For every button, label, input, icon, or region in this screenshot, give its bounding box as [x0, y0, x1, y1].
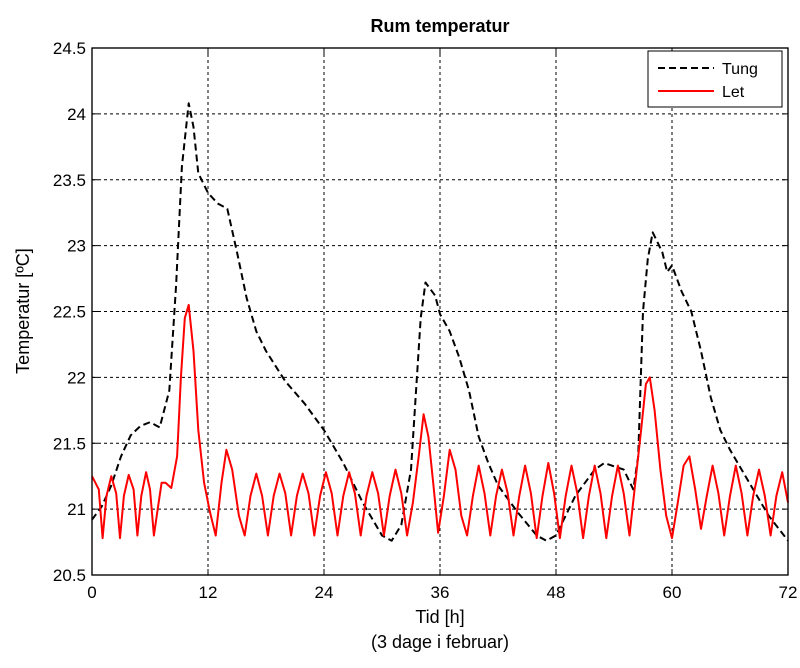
y-tick-label: 23 — [67, 237, 86, 256]
x-tick-label: 36 — [431, 583, 450, 602]
x-tick-label: 0 — [87, 583, 96, 602]
x-axis-subtitle: (3 dage i februar) — [371, 632, 509, 652]
legend-box — [647, 50, 783, 108]
x-axis-title: Tid [h] — [415, 607, 464, 627]
ticks: 0 12 24 36 48 60 72 20.5 21 21.5 22 22.5 23 23.5 24 24.… — [53, 39, 798, 602]
legend: Tung Let — [647, 50, 783, 108]
y-tick-label: 21.5 — [53, 434, 86, 453]
series-line-tung — [91, 102, 789, 542]
y-tick-label: 22.5 — [53, 303, 86, 322]
series-line-let — [91, 303, 789, 540]
x-tick-label: 72 — [779, 583, 798, 602]
y-tick-label: 24 — [67, 105, 86, 124]
x-tick-label: 60 — [663, 583, 682, 602]
chart-title: Rum temperatur — [370, 16, 509, 36]
legend-label-let: Let — [722, 84, 745, 101]
series-group — [91, 102, 789, 542]
y-tick-label: 20.5 — [53, 566, 86, 585]
y-tick-label: 21 — [67, 500, 86, 519]
y-tick-label: 22 — [67, 368, 86, 387]
x-tick-label: 24 — [315, 583, 334, 602]
y-axis-title: Temperatur [ºC] — [13, 248, 33, 374]
y-tick-label: 24.5 — [53, 39, 86, 58]
legend-label-tung: Tung — [722, 61, 758, 78]
x-tick-label: 48 — [547, 583, 566, 602]
y-tick-label: 23.5 — [53, 171, 86, 190]
x-tick-label: 12 — [199, 583, 218, 602]
